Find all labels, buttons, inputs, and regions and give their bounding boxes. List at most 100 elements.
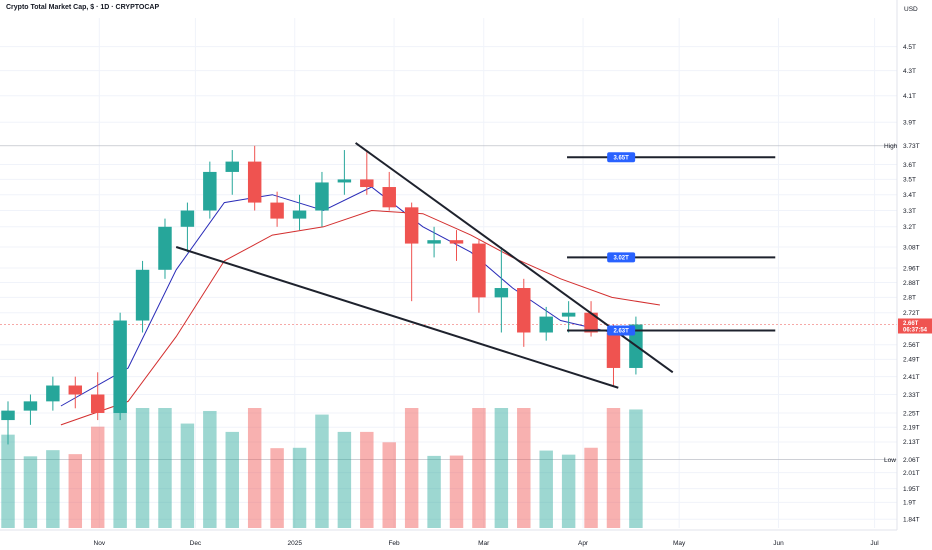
price-tick-label: 2.56T xyxy=(903,342,920,349)
volume-bar xyxy=(629,409,643,528)
candle-body xyxy=(158,226,172,270)
price-tick-label: 2.72T xyxy=(903,310,920,317)
last-price-tag xyxy=(898,318,932,334)
volume-bar xyxy=(225,431,239,528)
low-tag-label: Low xyxy=(884,457,896,464)
volume-bar xyxy=(135,408,150,528)
candle-body xyxy=(292,210,307,219)
last-price-countdown: 06:37:54 xyxy=(903,327,928,333)
price-axis[interactable]: 4.5T 4.3T 4.1T 3.9T 3.6T 3.5T 3.4T 3.3T 3.2T 3.08… xyxy=(903,44,920,524)
time-tick-label: Feb xyxy=(388,540,400,547)
volume-bar xyxy=(113,408,127,528)
grid xyxy=(0,18,897,528)
price-tick-label: 2.25T xyxy=(903,410,920,417)
candle-body xyxy=(203,171,217,211)
candle-body xyxy=(135,269,150,321)
candle-body xyxy=(90,394,105,413)
volume-bar xyxy=(472,408,486,528)
volume-bar xyxy=(404,408,419,528)
candle-body xyxy=(584,312,598,333)
volume-bar xyxy=(203,410,217,528)
price-tick-label: 2.13T xyxy=(903,439,920,446)
price-tick-label: 1.84T xyxy=(903,517,920,524)
candle-body xyxy=(539,316,553,333)
time-tick-label: Jul xyxy=(870,540,879,547)
time-tick-label: Jun xyxy=(773,540,784,547)
price-tick-label: 1.9T xyxy=(903,500,916,507)
price-tick-label: 3.2T xyxy=(903,224,916,231)
candle-body xyxy=(561,312,576,317)
volume-bar xyxy=(292,447,307,528)
price-tick-label: 2.96T xyxy=(903,265,920,272)
candle-body xyxy=(247,161,262,203)
time-axis[interactable]: Nov Dec 2025 Feb Mar Apr May Jun Jul xyxy=(94,540,880,547)
candle-body xyxy=(360,179,374,188)
volume-bar xyxy=(90,426,105,528)
high-tag-label: High xyxy=(884,143,898,150)
target-level-tag xyxy=(607,252,636,263)
wedge-line xyxy=(175,246,619,389)
time-tick-label: Mar xyxy=(478,540,490,547)
target-levels[interactable]: 3.65T 3.02T 2.63T xyxy=(567,152,776,336)
candle-body xyxy=(606,332,621,368)
candle-body xyxy=(68,385,83,395)
volume-bar xyxy=(23,456,38,528)
target-level-label: 3.65T xyxy=(613,155,629,161)
target-level-label: 3.02T xyxy=(613,256,629,262)
price-tick-label: 4.3T xyxy=(903,68,916,75)
candle-body xyxy=(337,179,352,183)
volume-bar xyxy=(1,434,15,528)
price-tick-label: 3.9T xyxy=(903,120,916,127)
candle-body xyxy=(23,401,38,411)
price-tick-label: 2.33T xyxy=(903,392,920,399)
price-tick-label: 2.8T xyxy=(903,295,916,302)
target-level-label: 2.63T xyxy=(613,329,629,335)
target-level-tag xyxy=(607,325,636,336)
candle-body xyxy=(225,161,239,172)
target-level-tag xyxy=(607,152,636,163)
volume-bars xyxy=(1,408,643,528)
price-tick-label: 3.5T xyxy=(903,177,916,184)
candle-body xyxy=(180,210,195,227)
time-tick-label: Apr xyxy=(578,540,589,547)
volume-bar xyxy=(270,448,284,528)
price-tick-label: 3.6T xyxy=(903,162,916,169)
time-tick-label: May xyxy=(673,540,686,547)
volume-bar xyxy=(315,414,329,528)
price-tick-label: 2.01T xyxy=(903,470,920,477)
price-tick-label: 2.49T xyxy=(903,357,920,364)
candle-body xyxy=(404,207,419,244)
candle-body xyxy=(46,385,60,402)
volume-bar xyxy=(606,408,621,528)
candle-body xyxy=(494,288,509,298)
candle-body xyxy=(315,182,329,211)
candle-body xyxy=(517,288,531,333)
candle-body xyxy=(270,202,284,219)
volume-bar xyxy=(449,455,464,528)
volume-bar xyxy=(561,454,576,528)
time-tick-label: 2025 xyxy=(287,540,302,547)
price-tick-label: 2.19T xyxy=(903,425,920,432)
volume-bar xyxy=(360,431,374,528)
volume-bar xyxy=(517,408,531,528)
time-tick-label: Nov xyxy=(94,540,106,547)
candle-body xyxy=(427,240,441,244)
volume-bar xyxy=(158,408,172,528)
volume-bar xyxy=(539,450,553,528)
price-tick-label: 4.1T xyxy=(903,93,916,100)
volume-bar xyxy=(382,442,396,528)
price-tick-label: 2.88T xyxy=(903,280,920,287)
candle-body xyxy=(1,410,15,421)
candles xyxy=(1,145,643,445)
candle-body xyxy=(472,243,486,298)
time-tick-label: Dec xyxy=(190,540,202,547)
candle-body xyxy=(113,320,127,413)
price-tick-label: 1.95T xyxy=(903,486,920,493)
price-tick-label: 3.4T xyxy=(903,192,916,199)
volume-bar xyxy=(247,408,262,528)
price-tick-label: 2.41T xyxy=(903,374,920,381)
volume-bar xyxy=(494,408,509,528)
volume-bar xyxy=(180,423,195,528)
